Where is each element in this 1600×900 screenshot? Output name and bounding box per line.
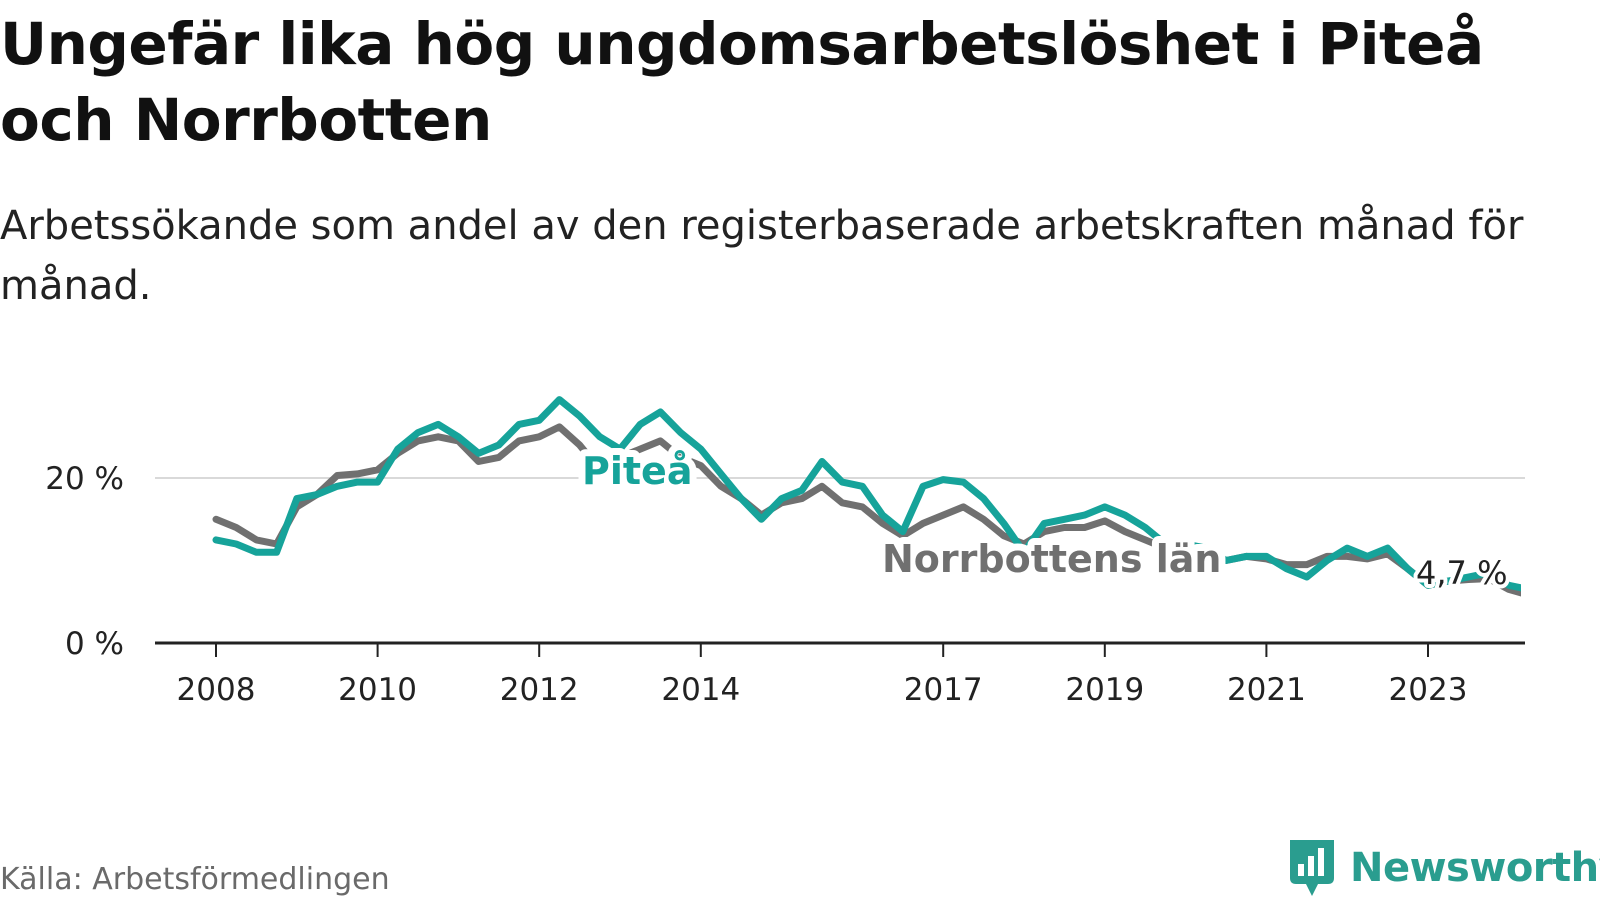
label-norrbotten-text: Norrbottens län [882, 537, 1221, 581]
x-tick-label: 2021 [1227, 672, 1306, 708]
x-tick-label: 2017 [904, 672, 983, 708]
chart-title: Ungefär lika hög ungdomsarbetslöshet i P… [0, 10, 1484, 154]
series-line-pitea [212, 396, 1521, 592]
brand-logo: Newsworthy [1288, 838, 1600, 898]
chart-subtitle: Arbetssökande som andel av den registerb… [0, 203, 1524, 309]
y-tick-label: 0 % [65, 626, 124, 662]
x-tick-label: 2023 [1389, 672, 1468, 708]
y-tick-label: 20 % [45, 461, 124, 497]
x-tick-label: 2019 [1065, 672, 1144, 708]
newsworthy-logo-icon [1290, 840, 1334, 896]
series-lines [212, 396, 1521, 597]
x-tick-label: 2008 [177, 672, 256, 708]
axes: 0 % 20 % 2008 2010 2012 2014 2017 2019 2021 2023 [45, 461, 1525, 708]
label-norrbotten-halo: Norrbottens län [882, 537, 1221, 581]
label-pitea-text: Piteå [582, 449, 692, 493]
label-pitea-halo: Piteå [582, 449, 692, 493]
x-tick-label: 2014 [661, 672, 740, 708]
source-note: Källa: Arbetsförmedlingen [0, 862, 390, 897]
brand-name: Newsworthy [1350, 845, 1600, 891]
end-value-label: 4,7 % [1416, 554, 1507, 592]
x-tick-label: 2010 [338, 672, 417, 708]
x-tick-label: 2012 [500, 672, 579, 708]
